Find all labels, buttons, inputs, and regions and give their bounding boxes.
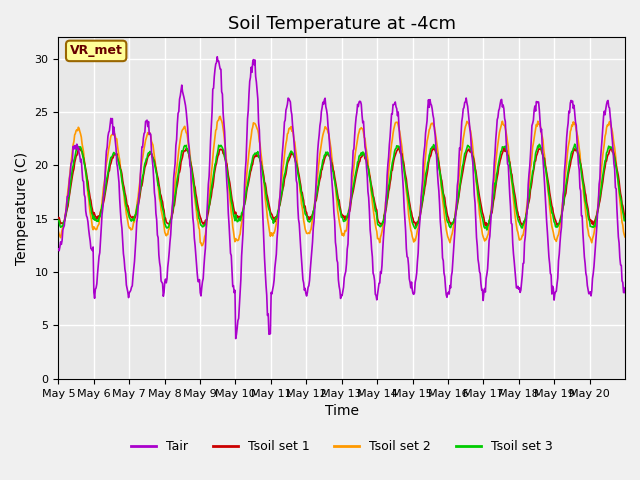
Text: VR_met: VR_met (70, 45, 123, 58)
Legend: Tair, Tsoil set 1, Tsoil set 2, Tsoil set 3: Tair, Tsoil set 1, Tsoil set 2, Tsoil se… (125, 435, 558, 458)
Y-axis label: Temperature (C): Temperature (C) (15, 152, 29, 264)
X-axis label: Time: Time (324, 404, 358, 418)
Title: Soil Temperature at -4cm: Soil Temperature at -4cm (228, 15, 456, 33)
